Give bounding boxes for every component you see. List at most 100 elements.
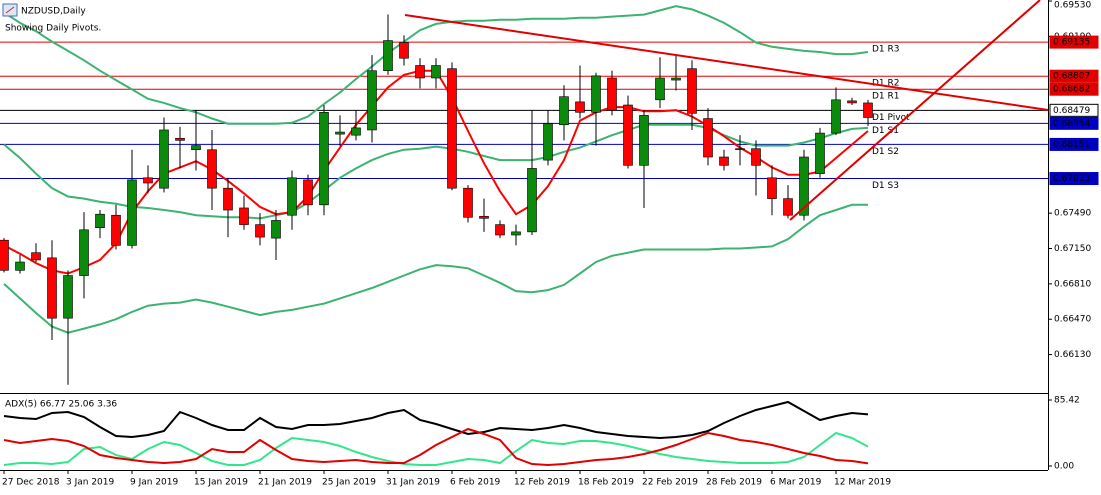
x-tick-label: 28 Feb 2019 [706,478,762,488]
x-tick-label: 6 Feb 2019 [450,478,501,488]
x-tick-label: 3 Jan 2019 [66,478,114,488]
candle-body [623,104,633,166]
candle-body [383,40,393,72]
candle-body [575,101,585,113]
candle-body [143,177,153,184]
y-tick-label: 0.66470 [1054,315,1091,325]
candle-body [751,148,761,166]
labels: NZDUSD,Daily Showing Daily Pivots. ADX(5… [2,3,117,410]
candle-body [223,187,233,211]
x-tick-label: 21 Jan 2019 [258,478,312,488]
y-tick-label: 0.66130 [1054,350,1091,360]
candle-body [671,77,681,81]
candle-body [735,148,745,151]
pivot-label: D1 R1 [872,92,900,102]
chart-icon-line [5,6,15,14]
candle-body [399,42,409,59]
indicator-line [3,203,868,334]
candle-body [719,156,729,166]
candle-body [31,252,41,261]
indicator-line [3,5,869,125]
candle-body [303,179,313,206]
pivot-label: D1 R3 [872,45,900,55]
candle-body [271,220,281,239]
price-box-label: 0.68479 [1053,106,1090,116]
candle-body [111,214,121,246]
candle-body [0,239,9,271]
price-box [1049,35,1099,49]
price-box-label: 0.68682 [1053,85,1090,95]
x-tick-label: 25 Jan 2019 [322,478,376,488]
trend-line [404,14,1049,111]
price-box-label: 0.67823 [1053,174,1090,184]
price-box-label: 0.68354 [1053,119,1090,129]
y-tick-label: 85.42 [1054,396,1080,406]
candle-body [63,275,73,319]
price-box-label: 0.68151 [1053,140,1090,150]
x-tick-label: 9 Jan 2019 [130,478,178,488]
candles [0,14,873,385]
candle-body [799,156,809,216]
x-tick-label: 18 Feb 2019 [578,478,634,488]
price-box [1049,69,1099,83]
candle-body [239,207,249,225]
trend-line [789,0,1041,221]
candle-body [79,229,89,276]
chart-subtitle: Showing Daily Pivots. [5,24,101,34]
y-tick-label: 0.66810 [1054,279,1091,289]
candle-body [447,68,457,189]
candle-body [815,132,825,174]
candle-body [367,70,377,131]
price-box [1049,137,1099,151]
pivot-label: D1 S1 [872,126,899,136]
candle-body [607,77,617,111]
candle-body [495,224,505,236]
candle-body [479,215,489,219]
price-box-label: 0.68807 [1053,72,1090,82]
candle-body [255,224,265,238]
y-tick-label: 0.69530 [1054,1,1091,11]
pivot-label: D1 R2 [872,79,900,89]
candle-body [655,77,665,101]
adx-title: ADX(5) 66.77 25.06 3.36 [5,400,117,410]
candle-body [431,65,441,79]
pivot-levels: D1 R3 D1 R2 D1 R1 D1 Pivot D1 S1 D1 S2 D1 S3 [0,41,1048,191]
price-box-label: 0.69135 [1053,38,1090,48]
candle-body [191,145,201,151]
candle-body [159,129,169,189]
x-tick-label: 15 Jan 2019 [194,478,248,488]
candle-body [767,177,777,199]
pivot-label: D1 S2 [872,147,899,157]
candle-body [207,149,217,189]
candle-body [559,96,569,126]
price-box [1049,103,1099,117]
adx-line [3,431,869,466]
candle-body [335,131,345,135]
adx-line [3,400,869,440]
x-tick-label: 6 Mar 2019 [770,478,822,488]
x-tick-label: 12 Mar 2019 [834,478,891,488]
price-box [1049,172,1099,186]
candle-body [863,102,873,118]
y-tick-label: 0.67150 [1054,244,1091,254]
candle-body [175,137,185,141]
candle-body [543,123,553,161]
x-tick-label: 27 Dec 2018 [2,478,60,488]
candle-body [783,198,793,216]
candle-body [319,111,329,206]
x-tick-label: 22 Feb 2019 [642,478,698,488]
x-tick-label: 31 Jan 2019 [386,478,440,488]
candle-body [847,100,857,104]
candle-body [47,257,57,319]
candle-body [415,65,425,79]
candle-body [703,118,713,158]
candle-body [511,231,521,236]
candle-body [527,168,537,233]
candle-body [463,187,473,218]
candle-body [127,179,137,246]
pivot-label: D1 S3 [872,181,899,191]
y-tick-label: 0.00 [1054,462,1074,472]
x-tick-label: 12 Feb 2019 [514,478,570,488]
